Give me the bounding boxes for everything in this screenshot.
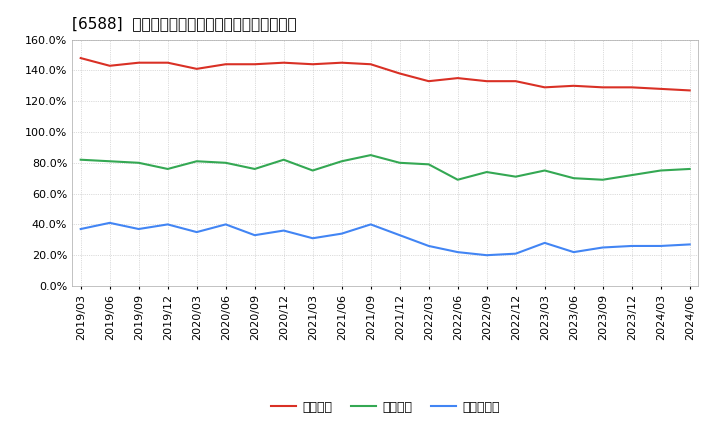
現預金比率 bbox=[163, 222, 172, 227]
当座比率 bbox=[135, 160, 143, 165]
現預金比率 bbox=[251, 232, 259, 238]
現預金比率 bbox=[279, 228, 288, 233]
流動比率 bbox=[105, 63, 114, 68]
当座比率 bbox=[424, 161, 433, 167]
当座比率 bbox=[570, 176, 578, 181]
流動比率 bbox=[424, 78, 433, 84]
当座比率 bbox=[105, 158, 114, 164]
流動比率 bbox=[657, 86, 665, 92]
当座比率 bbox=[541, 168, 549, 173]
流動比率 bbox=[163, 60, 172, 65]
当座比率 bbox=[366, 152, 375, 158]
当座比率 bbox=[511, 174, 520, 180]
当座比率 bbox=[308, 168, 317, 173]
現預金比率 bbox=[221, 222, 230, 227]
現預金比率 bbox=[366, 222, 375, 227]
流動比率 bbox=[570, 83, 578, 88]
流動比率 bbox=[366, 62, 375, 67]
当座比率 bbox=[251, 166, 259, 172]
当座比率 bbox=[76, 157, 85, 162]
現預金比率 bbox=[482, 253, 491, 258]
当座比率 bbox=[482, 169, 491, 175]
現預金比率 bbox=[338, 231, 346, 236]
現預金比率 bbox=[511, 251, 520, 256]
流動比率 bbox=[308, 62, 317, 67]
流動比率 bbox=[221, 62, 230, 67]
流動比率 bbox=[338, 60, 346, 65]
当座比率 bbox=[221, 160, 230, 165]
Line: 当座比率: 当座比率 bbox=[81, 155, 690, 180]
当座比率 bbox=[598, 177, 607, 182]
現預金比率 bbox=[76, 226, 85, 231]
現預金比率 bbox=[424, 243, 433, 249]
現預金比率 bbox=[570, 249, 578, 255]
現預金比率 bbox=[541, 240, 549, 246]
流動比率 bbox=[598, 84, 607, 90]
現預金比率 bbox=[685, 242, 694, 247]
当座比率 bbox=[685, 166, 694, 172]
Text: [6588]  流動比率、当座比率、現預金比率の推移: [6588] 流動比率、当座比率、現預金比率の推移 bbox=[72, 16, 297, 32]
当座比率 bbox=[163, 166, 172, 172]
Line: 流動比率: 流動比率 bbox=[81, 58, 690, 90]
Legend: 流動比率, 当座比率, 現預金比率: 流動比率, 当座比率, 現預金比率 bbox=[266, 396, 505, 419]
流動比率 bbox=[541, 84, 549, 90]
当座比率 bbox=[454, 177, 462, 182]
流動比率 bbox=[251, 62, 259, 67]
Line: 現預金比率: 現預金比率 bbox=[81, 223, 690, 255]
流動比率 bbox=[454, 75, 462, 81]
流動比率 bbox=[627, 84, 636, 90]
現預金比率 bbox=[627, 243, 636, 249]
現預金比率 bbox=[105, 220, 114, 225]
現預金比率 bbox=[192, 230, 201, 235]
現預金比率 bbox=[454, 249, 462, 255]
当座比率 bbox=[627, 172, 636, 178]
流動比率 bbox=[76, 55, 85, 61]
現預金比率 bbox=[135, 226, 143, 231]
流動比率 bbox=[685, 88, 694, 93]
現預金比率 bbox=[308, 236, 317, 241]
当座比率 bbox=[657, 168, 665, 173]
流動比率 bbox=[395, 71, 404, 76]
流動比率 bbox=[279, 60, 288, 65]
当座比率 bbox=[395, 160, 404, 165]
流動比率 bbox=[482, 78, 491, 84]
流動比率 bbox=[135, 60, 143, 65]
当座比率 bbox=[192, 158, 201, 164]
当座比率 bbox=[338, 158, 346, 164]
流動比率 bbox=[192, 66, 201, 71]
流動比率 bbox=[511, 78, 520, 84]
当座比率 bbox=[279, 157, 288, 162]
現預金比率 bbox=[657, 243, 665, 249]
現預金比率 bbox=[395, 232, 404, 238]
現預金比率 bbox=[598, 245, 607, 250]
